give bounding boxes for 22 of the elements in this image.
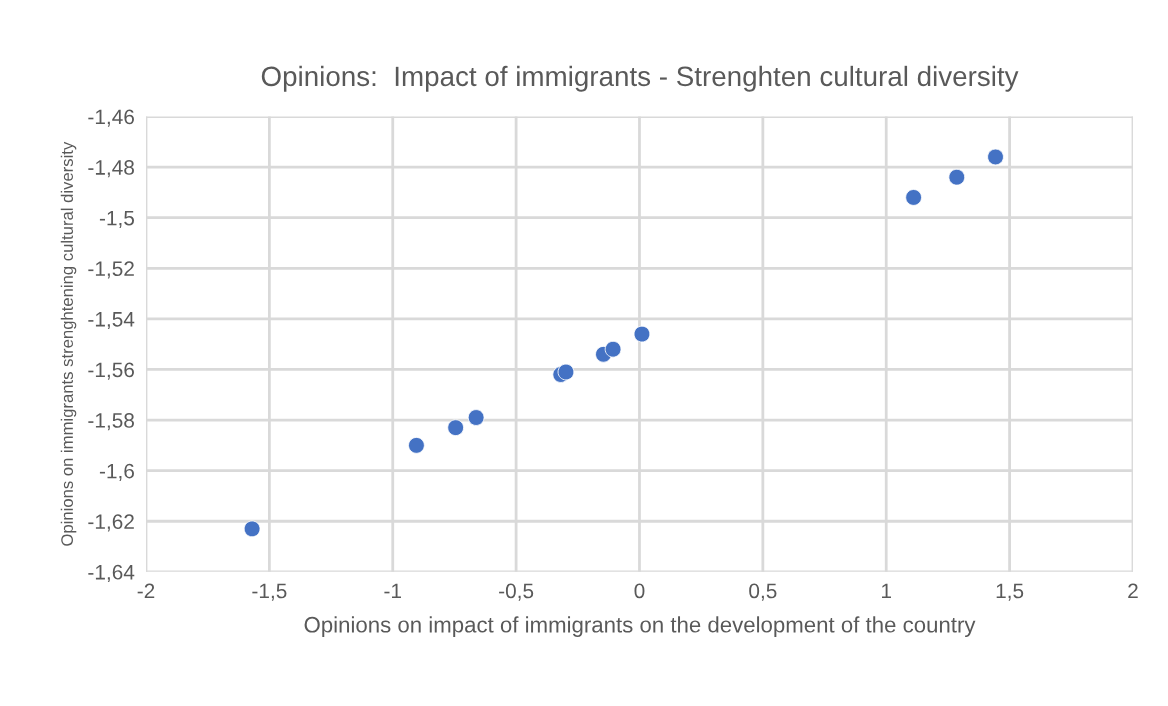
y-tick-label: -1,48 [88,160,134,178]
x-axis-title: Opinions on impact of immigrants on the development of the country [304,616,976,637]
x-tick-label: -0,5 [499,583,534,601]
x-tick-label: 1 [882,583,891,599]
y-axis-title: Opinions on immigrants strenghtening cultural diversity [60,141,77,546]
x-tick-label: 1,5 [996,583,1024,601]
y-tick-label: -1,64 [88,564,135,583]
x-tick-label: -2 [137,583,155,599]
x-tick-label: -1 [384,583,401,599]
y-tick-label: -1,54 [88,312,135,330]
y-tick-label: -1,58 [88,413,134,431]
x-tick-label: -1,5 [252,583,287,601]
x-tick-label: 0 [634,583,645,599]
y-tick-label: -1,46 [88,109,134,127]
y-tick-label: -1,56 [88,362,134,380]
y-tick-label: -1,5 [99,210,135,228]
x-tick-label: 0,5 [749,583,777,601]
y-tick-label: -1,62 [88,514,134,532]
chart-title: Opinions: Impact of immigrants - Strenghten cultural diversity [261,65,1019,92]
x-tick-label: 2 [1128,583,1138,599]
y-tick-label: -1,52 [88,261,134,279]
y-tick-label: -1,6 [99,463,134,481]
